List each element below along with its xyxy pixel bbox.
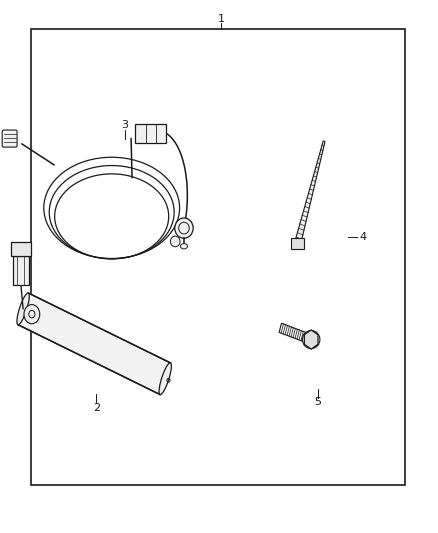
Bar — [13, 255, 29, 285]
Bar — [291, 238, 304, 249]
Ellipse shape — [175, 218, 193, 238]
Ellipse shape — [170, 236, 180, 247]
Polygon shape — [295, 141, 325, 244]
Ellipse shape — [302, 330, 320, 349]
Circle shape — [24, 304, 40, 324]
Polygon shape — [304, 330, 318, 349]
Ellipse shape — [159, 363, 171, 394]
Bar — [135, 124, 166, 142]
Text: 3: 3 — [121, 120, 128, 130]
Text: 4: 4 — [359, 232, 366, 242]
Text: 5: 5 — [314, 398, 321, 407]
Text: 1: 1 — [218, 14, 225, 23]
Bar — [11, 242, 31, 255]
Ellipse shape — [17, 293, 29, 325]
Polygon shape — [18, 293, 170, 394]
Bar — [31, 29, 405, 485]
Text: 2: 2 — [93, 403, 100, 413]
Polygon shape — [279, 323, 317, 346]
Ellipse shape — [180, 244, 187, 249]
FancyBboxPatch shape — [2, 130, 17, 147]
